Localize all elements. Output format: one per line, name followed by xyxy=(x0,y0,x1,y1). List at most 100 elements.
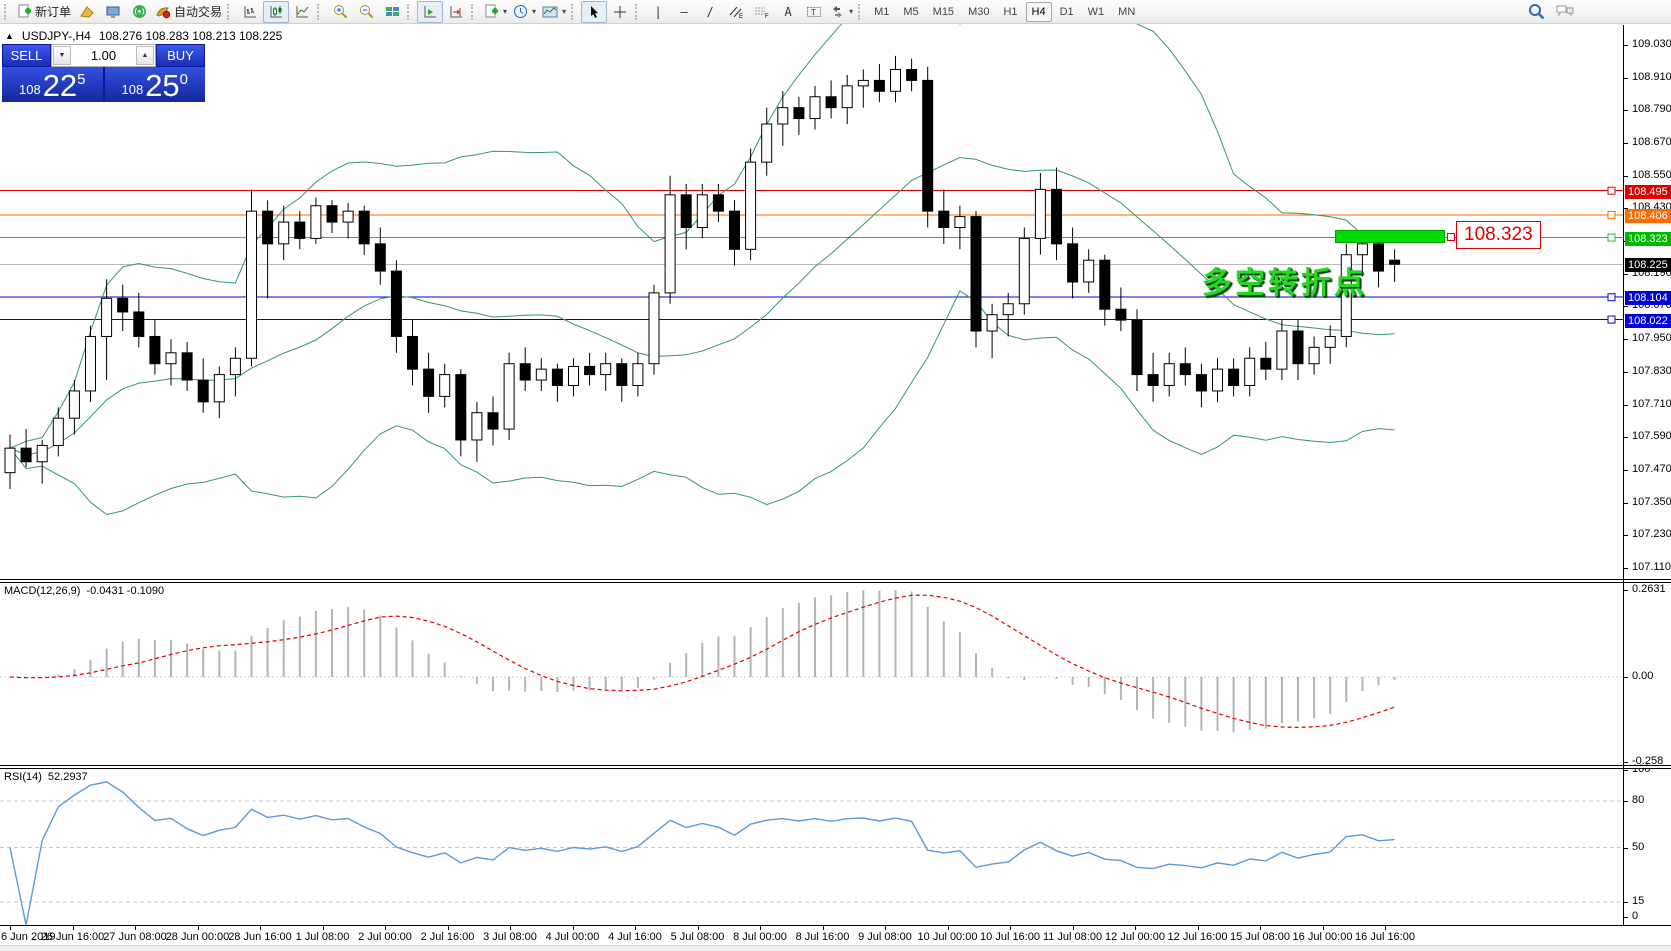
main-chart-panel[interactable] xyxy=(0,25,1623,579)
dropdown-caret-icon: ▾ xyxy=(562,7,567,16)
chart-shift-button[interactable] xyxy=(443,1,469,23)
macd-panel[interactable] xyxy=(0,582,1623,765)
sell-quote[interactable]: 108 22 5 xyxy=(2,67,103,102)
signals-icon xyxy=(132,5,146,18)
time-label: 2 Jul 00:00 xyxy=(358,931,412,943)
zoom-out-button[interactable] xyxy=(353,1,379,23)
price-badge: 108.225 xyxy=(1625,258,1671,273)
buy-button[interactable]: BUY xyxy=(156,44,205,67)
timeframe-M1[interactable]: M1 xyxy=(874,5,890,18)
tile-windows-icon xyxy=(385,6,399,16)
time-tick xyxy=(1010,926,1011,930)
status-strip xyxy=(0,945,1671,951)
bar-chart-button[interactable] xyxy=(237,1,263,23)
price-tick-label: 107.950 xyxy=(1632,332,1671,345)
buy-price-prefix: 108 xyxy=(121,82,144,97)
axis-tick xyxy=(1624,502,1628,504)
vertical-line-button[interactable]: | xyxy=(645,1,671,23)
time-label: 2 Jul 16:00 xyxy=(420,931,475,943)
price-tick-label: 107.830 xyxy=(1632,364,1671,377)
rsi-value: 52.2937 xyxy=(47,771,88,783)
horizontal-line-button[interactable]: — xyxy=(671,1,697,23)
time-tick xyxy=(1385,926,1386,930)
timeframe-M15[interactable]: M15 xyxy=(932,5,955,18)
time-label: 10 Jul 16:00 xyxy=(980,931,1040,943)
dropdown-caret-icon: ▾ xyxy=(503,7,508,16)
timeframe-MN[interactable]: MN xyxy=(1118,5,1136,18)
volume-input[interactable]: 1.00 xyxy=(90,48,117,63)
market-watch-button[interactable] xyxy=(74,1,100,23)
sell-button[interactable]: SELL xyxy=(2,44,51,67)
cursor-button[interactable] xyxy=(581,0,608,23)
toolbar-grip xyxy=(407,3,413,20)
volume-down-button[interactable]: ▼ xyxy=(53,46,71,65)
macd-tick-label: 0.2631 xyxy=(1632,582,1666,595)
search-icon[interactable] xyxy=(1528,3,1545,20)
timeframe-W1[interactable]: W1 xyxy=(1087,5,1105,18)
time-tick xyxy=(72,926,74,930)
text-icon: A xyxy=(784,4,792,19)
time-label: 16 Jul 00:00 xyxy=(1292,931,1353,943)
price-callout[interactable]: 108.323 xyxy=(1456,221,1541,249)
terminal-button[interactable] xyxy=(100,1,126,23)
timeframe-H1[interactable]: H1 xyxy=(1003,5,1018,18)
axis-tick xyxy=(1624,110,1628,112)
tile-windows-button[interactable] xyxy=(379,1,405,23)
panel-separator[interactable] xyxy=(0,579,1671,583)
axis-tick xyxy=(1624,339,1628,341)
axis-tick xyxy=(1624,371,1628,373)
axis-tick xyxy=(1624,917,1628,918)
time-tick xyxy=(260,926,261,930)
period-button[interactable]: ▾ xyxy=(510,1,539,23)
volume-up-button[interactable]: ▲ xyxy=(136,46,154,65)
text-button[interactable]: A xyxy=(775,1,801,23)
collapse-panel-arrow[interactable]: ▲ xyxy=(5,31,14,41)
templates-button[interactable]: ▾ xyxy=(539,1,569,23)
new-order-button[interactable]: 新订单 xyxy=(14,1,74,23)
equidistant-channel-button[interactable]: E xyxy=(723,1,749,23)
new-chart-button[interactable]: ▾ xyxy=(481,1,510,23)
timeframe-D1[interactable]: D1 xyxy=(1059,5,1074,18)
time-label: 26 Jun 16:00 xyxy=(40,931,105,943)
crosshair-button[interactable] xyxy=(607,1,633,23)
time-tick xyxy=(947,926,949,930)
axis-tick xyxy=(1624,568,1628,569)
fibonacci-button[interactable]: F xyxy=(749,1,775,23)
text-label-button[interactable]: T xyxy=(801,1,827,23)
timeframe-M30[interactable]: M30 xyxy=(968,5,990,18)
rsi-panel[interactable] xyxy=(0,768,1623,925)
panel-separator[interactable] xyxy=(0,765,1671,769)
clock-icon xyxy=(514,5,528,18)
autotrading-button[interactable]: 自动交易 xyxy=(152,1,225,23)
trendline-button[interactable]: / xyxy=(697,1,723,23)
line-chart-button[interactable] xyxy=(289,1,315,23)
autotrading-label: 自动交易 xyxy=(174,5,223,19)
rsi-tick-label: 15 xyxy=(1632,894,1645,907)
time-axis[interactable]: 6 Jun 2019 26 Jun 16:00 27 Jun 08:00 28 Jun… xyxy=(0,926,1623,945)
dropdown-caret-icon: ▾ xyxy=(532,7,537,16)
trendline-icon: / xyxy=(706,4,714,19)
time-label: 27 Jun 08:00 xyxy=(103,931,167,943)
auto-scroll-button[interactable] xyxy=(417,0,444,23)
chat-icon[interactable] xyxy=(1555,3,1575,19)
axis-tick xyxy=(1624,801,1628,802)
toolbar-grip xyxy=(635,3,641,20)
toolbar-grip xyxy=(571,3,577,20)
axis-tick xyxy=(1624,175,1628,177)
candlestick-chart-button[interactable] xyxy=(263,0,290,23)
toolbar-grip xyxy=(4,3,10,20)
arrows-button[interactable]: ▾ xyxy=(827,1,856,23)
timeframe-M5[interactable]: M5 xyxy=(903,5,919,18)
signals-button[interactable] xyxy=(126,1,152,23)
time-tick xyxy=(1135,926,1136,930)
highlight-rectangle[interactable] xyxy=(1335,230,1445,243)
buy-quote[interactable]: 108 25 0 xyxy=(104,67,205,102)
time-tick xyxy=(760,926,761,930)
timeframe-H4[interactable]: H4 xyxy=(1025,1,1052,22)
time-tick xyxy=(10,926,11,930)
toolbar-right xyxy=(1528,3,1575,20)
chart-annotation-text[interactable]: 多空转折点 xyxy=(1202,267,1367,300)
price-axis[interactable]: 109.030 108.910 108.790 108.670 108.550 108.4… xyxy=(1624,25,1671,925)
zoom-in-button[interactable] xyxy=(327,1,353,23)
